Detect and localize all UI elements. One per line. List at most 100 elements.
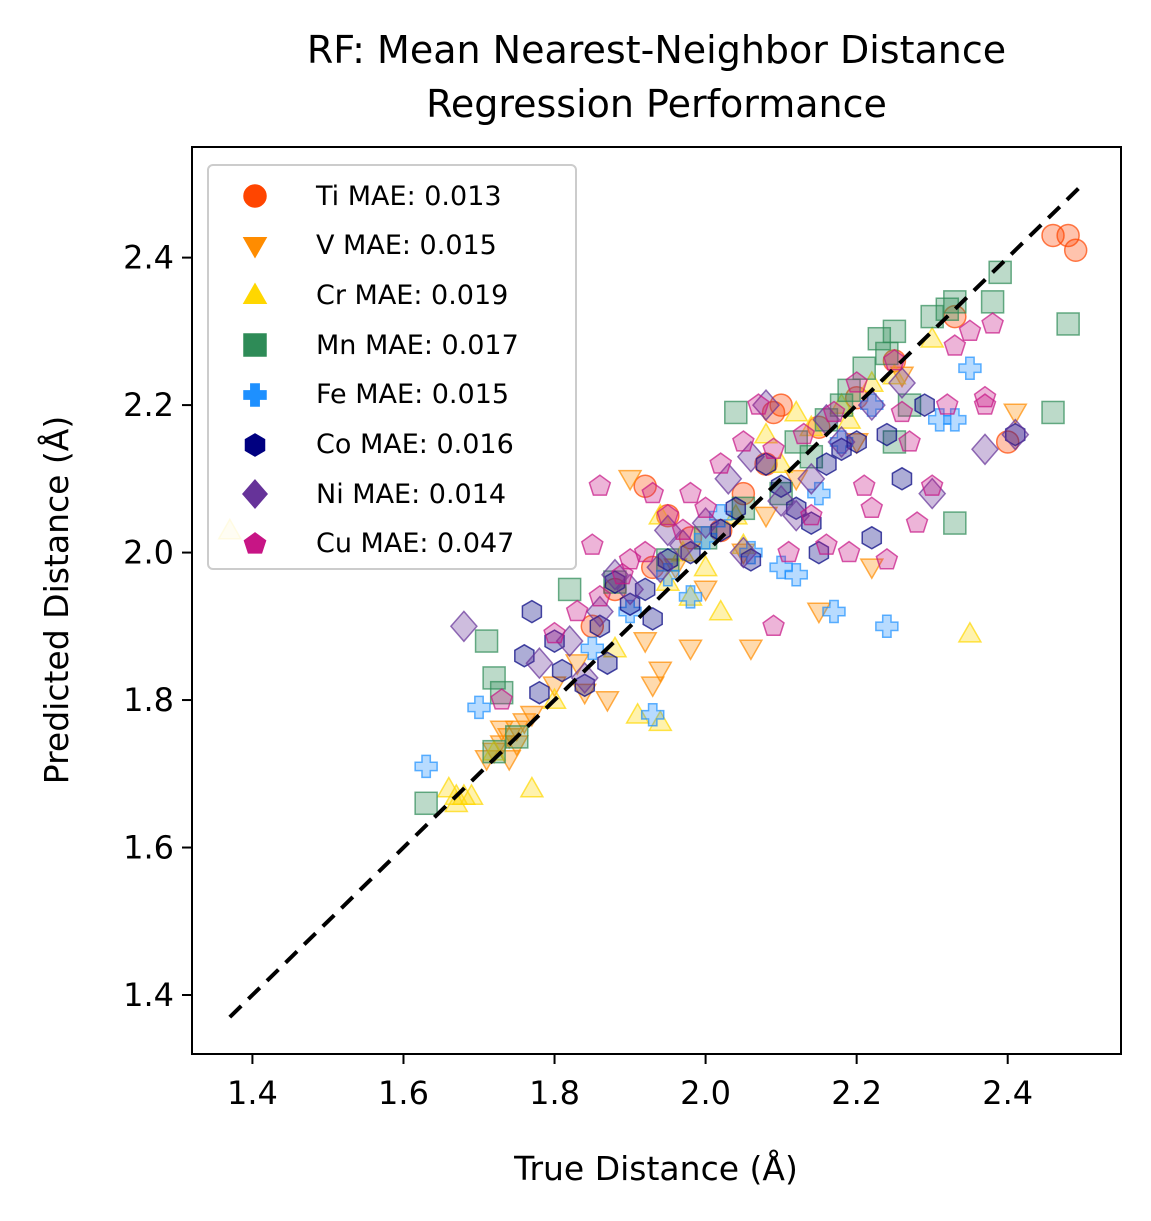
mn-point	[920, 304, 944, 329]
cu-point	[490, 688, 513, 710]
mn-point	[731, 496, 756, 521]
fe-point	[943, 408, 967, 432]
v-legend-symbol	[242, 236, 268, 259]
cu-point	[875, 547, 899, 570]
mn-legend-symbol	[243, 333, 267, 357]
cr-point	[519, 775, 545, 798]
ni-legend-marker	[242, 479, 268, 510]
fe-point	[958, 356, 982, 380]
fe-point	[414, 754, 438, 779]
legend-item-co: Co MAE: 0.016	[209, 423, 514, 467]
ni-point	[752, 388, 780, 422]
mn-point	[482, 739, 506, 764]
co-point	[725, 496, 747, 521]
co-point	[680, 540, 701, 565]
legend-item-ni: Ni MAE: 0.014	[209, 472, 506, 516]
cu-point	[800, 503, 823, 526]
legend-item-fe: Fe MAE: 0.015	[209, 373, 509, 417]
co-point	[861, 525, 883, 550]
ni-point	[782, 499, 811, 532]
ni-point	[601, 558, 629, 591]
co-point	[551, 658, 573, 683]
fe-point	[739, 540, 763, 565]
cr-point	[459, 783, 484, 805]
ni-point	[449, 610, 478, 643]
fe-point	[769, 555, 793, 580]
v-point	[678, 639, 703, 661]
cr-point	[957, 621, 983, 643]
y-tick-label: 2.4	[123, 239, 174, 277]
v-point	[617, 469, 643, 492]
cu-point	[943, 334, 967, 356]
cu-point	[565, 599, 589, 622]
co-point	[891, 466, 913, 491]
legend-item-mn: Mn MAE: 0.017	[209, 323, 519, 367]
legend-item-cr: Cr MAE: 0.019	[209, 273, 508, 317]
cu-point	[935, 393, 959, 415]
cr-point	[625, 702, 650, 724]
ni-point	[971, 433, 999, 466]
fe-point	[678, 585, 703, 609]
cu-point	[852, 474, 876, 496]
cu-legend-symbol	[243, 531, 267, 554]
fe-point	[618, 599, 642, 624]
x-tick-label: 1.8	[529, 1074, 580, 1112]
ni-point	[525, 647, 554, 680]
v-legend-marker	[242, 236, 268, 259]
ni-legend-symbol	[242, 479, 268, 510]
legend-item-ti: Ti MAE: 0.013	[209, 174, 502, 218]
mn-point	[474, 629, 499, 653]
ti-point	[1056, 223, 1080, 248]
v-point	[1003, 403, 1028, 426]
ni-point	[691, 506, 720, 540]
ni-point	[888, 366, 916, 400]
cr-point	[783, 399, 809, 422]
mn-point	[1056, 312, 1080, 336]
x-tick-label: 2.2	[831, 1074, 882, 1112]
co-point	[914, 393, 935, 417]
cu-point	[641, 481, 665, 504]
cu-point	[762, 437, 785, 459]
v-point	[632, 632, 658, 654]
fe-point	[467, 695, 491, 720]
cu-point	[656, 503, 680, 526]
cr-point	[436, 775, 462, 798]
cu-point	[747, 393, 770, 415]
v-point	[648, 661, 673, 684]
cu-point	[815, 533, 838, 555]
ni-point	[767, 484, 796, 518]
cu-point	[981, 312, 1004, 334]
cu-point	[845, 371, 868, 393]
cu-point	[762, 614, 785, 636]
mn-point	[482, 666, 506, 690]
chart-title: RF: Mean Nearest-Neighbor Distance	[306, 28, 1007, 72]
cu-point	[777, 540, 800, 563]
ni-point	[555, 624, 584, 658]
ti-legend-symbol	[243, 184, 267, 208]
legend-label: Fe MAE: 0.015	[316, 379, 510, 411]
cu-point	[860, 496, 884, 518]
ti-legend-marker	[243, 184, 267, 208]
mn-point	[1041, 400, 1065, 425]
co-point	[521, 599, 543, 624]
ni-point	[616, 573, 645, 606]
fe-point	[640, 703, 665, 727]
ni-point	[797, 462, 826, 495]
ni-point	[570, 661, 599, 695]
mn-point	[557, 577, 582, 602]
x-tick-label: 1.4	[227, 1074, 278, 1112]
v-point	[753, 506, 779, 529]
legend-item-v: V MAE: 0.015	[209, 224, 497, 268]
fe-legend-symbol	[243, 383, 267, 407]
mn-point	[414, 791, 438, 816]
identity-reference-line	[228, 182, 1085, 1019]
co-point	[816, 452, 837, 476]
v-point	[640, 676, 665, 698]
legend-item-cu: Cu MAE: 0.047	[209, 522, 514, 566]
cu-point	[883, 348, 906, 371]
fe-legend-marker	[243, 383, 267, 407]
v-point	[693, 580, 718, 602]
co-point	[831, 437, 852, 462]
legend-label: Mn MAE: 0.017	[316, 329, 519, 361]
